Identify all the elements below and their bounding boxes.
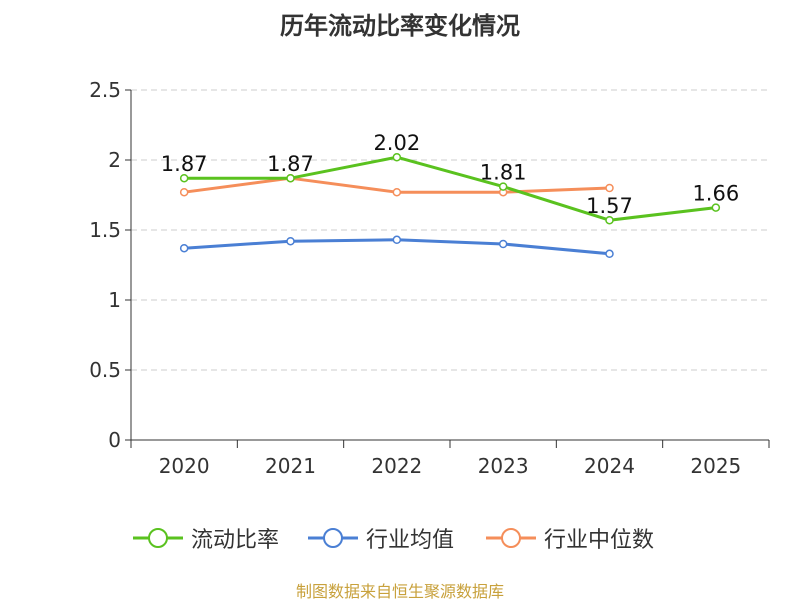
data-point: [498, 239, 508, 249]
series-line: [184, 155, 716, 222]
data-point: [498, 182, 508, 191]
data-label: 1.66: [692, 182, 739, 206]
data-point: [605, 215, 614, 225]
y-tick-label: 2.5: [89, 78, 121, 102]
legend-label: 行业均值: [366, 528, 455, 553]
legend-label: 流动比率: [191, 528, 280, 553]
data-label: 1.87: [267, 152, 314, 176]
data-point: [286, 236, 295, 246]
x-tick-label: 2020: [159, 454, 210, 478]
y-tick-label: 0: [108, 428, 121, 452]
chart-title: 历年流动比率变化情况: [280, 12, 520, 40]
data-point: [179, 243, 189, 253]
data-point: [605, 183, 614, 193]
legend-item[interactable]: 行业中位数: [486, 518, 654, 558]
data-point: [179, 187, 189, 197]
data-label: 1.81: [480, 161, 527, 185]
legend-swatch-icon: [486, 528, 536, 548]
legend-item[interactable]: 行业均值: [308, 518, 454, 558]
y-tick-label: 1: [108, 288, 121, 312]
data-point: [711, 203, 721, 212]
data-label: 1.57: [586, 194, 633, 218]
x-tick-label: 2024: [584, 454, 635, 478]
y-tick-label: 1.5: [89, 218, 121, 242]
legend-label: 行业中位数: [544, 528, 655, 553]
data-label: 1.87: [161, 152, 208, 176]
legend: 流动比率 行业均值 行业中位数: [0, 518, 800, 558]
data-point: [286, 173, 295, 183]
y-tick-label: 0.5: [89, 358, 121, 382]
x-tick-label: 2023: [478, 454, 529, 478]
x-tick-label: 2021: [265, 454, 316, 478]
x-tick-label: 2025: [690, 454, 741, 478]
legend-swatch-icon: [133, 528, 183, 548]
data-point: [392, 187, 402, 197]
legend-item[interactable]: 流动比率: [133, 518, 279, 558]
data-point: [605, 249, 614, 259]
source-note: 制图数据来自恒生聚源数据库: [295, 582, 504, 601]
data-point: [392, 152, 402, 162]
data-point: [179, 173, 189, 183]
data-point: [392, 235, 402, 245]
data-label: 2.02: [373, 131, 420, 155]
y-tick-label: 2: [108, 148, 121, 172]
legend-swatch-icon: [308, 528, 358, 548]
x-tick-label: 2022: [371, 454, 422, 478]
